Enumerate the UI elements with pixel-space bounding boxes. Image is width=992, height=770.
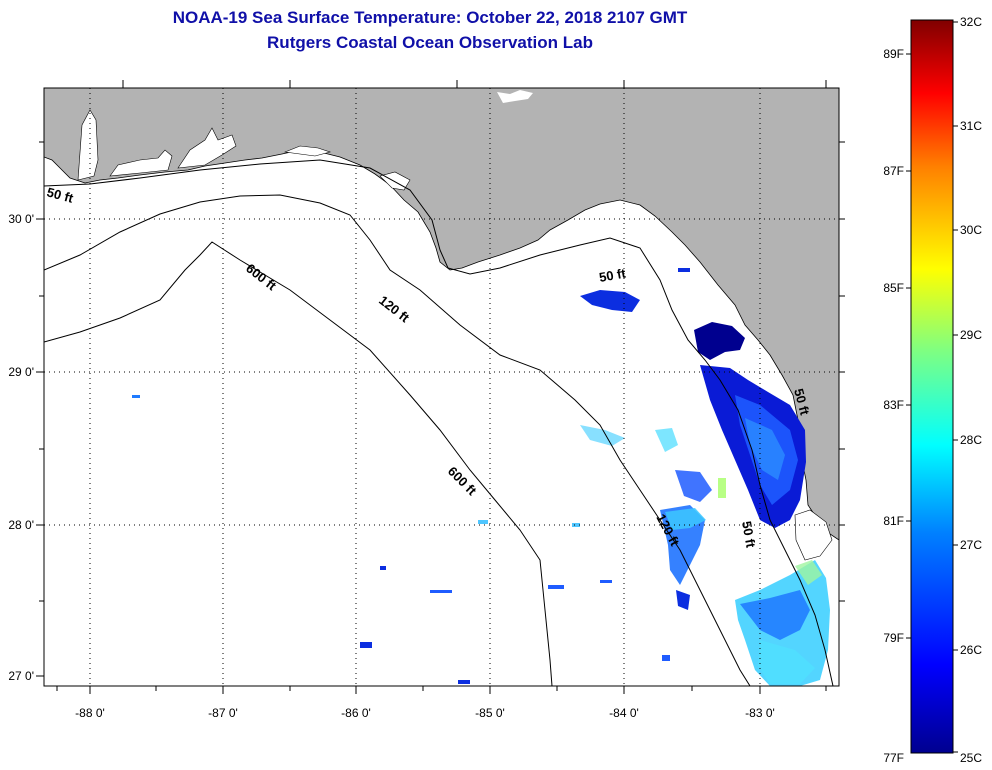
- sst-patch: [132, 395, 140, 398]
- sst-patch: [478, 520, 488, 524]
- colorbar-fahrenheit-label: 89F: [883, 47, 904, 61]
- bay: [794, 509, 833, 561]
- lon-label: -85 0': [475, 706, 505, 720]
- sst-patch: [380, 566, 386, 570]
- sst-patch: [758, 640, 815, 684]
- depth-contours: [44, 159, 834, 686]
- colorbar-fahrenheit-label: 79F: [883, 631, 904, 645]
- colorbar-fahrenheit-label: 77F: [883, 751, 904, 765]
- bay: [109, 149, 173, 177]
- temperature-colorbar: 32C 31C 30C 29C 28C 27C 26C 25C 89F 87F …: [883, 15, 982, 765]
- axis-ticks: [36, 80, 845, 694]
- bay: [177, 127, 237, 169]
- sst-patch: [572, 523, 580, 527]
- lat-label: 27 0': [8, 669, 34, 683]
- contour-label: 50 ft: [739, 520, 759, 550]
- sst-patch: [580, 425, 625, 446]
- lat-label: 28 0': [8, 518, 34, 532]
- colorbar-celsius-label: 30C: [960, 223, 982, 237]
- contour-label: 50 ft: [791, 387, 813, 417]
- colorbar-celsius-label: 29C: [960, 328, 982, 342]
- sst-patch: [694, 322, 745, 360]
- colorbar-gradient: [910, 19, 954, 754]
- colorbar-celsius-label: 28C: [960, 433, 982, 447]
- colorbar-fahrenheit-label: 83F: [883, 398, 904, 412]
- sst-patch: [665, 508, 706, 530]
- lat-label: 30 0': [8, 212, 34, 226]
- lon-label: -88 0': [75, 706, 105, 720]
- colorbar-fahrenheit-label: 87F: [883, 164, 904, 178]
- map-frame: [43, 87, 840, 687]
- contour-600ft: [44, 241, 553, 686]
- sst-patch: [745, 418, 785, 480]
- colorbar-celsius-label: 31C: [960, 119, 982, 133]
- contour-label: 50 ft: [598, 265, 628, 285]
- lake: [497, 90, 533, 103]
- contour-120ft: [44, 194, 751, 686]
- sst-patch: [662, 655, 670, 661]
- sst-patch: [600, 580, 612, 583]
- bay: [283, 145, 332, 157]
- sst-data-layer: [132, 268, 830, 686]
- lon-label: -84 0': [609, 706, 639, 720]
- lon-label: -83 0': [745, 706, 775, 720]
- colorbar-celsius-label: 26C: [960, 643, 982, 657]
- sst-patch: [795, 560, 822, 585]
- lon-label: -87 0': [208, 706, 238, 720]
- sst-patch: [675, 470, 712, 502]
- sst-patch: [678, 268, 690, 272]
- colorbar-fahrenheit-label: 81F: [883, 514, 904, 528]
- bay: [77, 109, 99, 181]
- map-subtitle: Rutgers Coastal Ocean Observation Lab: [267, 33, 593, 52]
- colorbar-fahrenheit-label: 85F: [883, 281, 904, 295]
- lat-label: 29 0': [8, 365, 34, 379]
- colorbar-celsius-label: 27C: [960, 538, 982, 552]
- sst-patch: [718, 478, 726, 498]
- sst-patch: [676, 590, 690, 610]
- contour-50ft-west: [44, 159, 834, 686]
- sst-patch: [458, 680, 470, 684]
- sst-patch: [360, 642, 372, 648]
- colorbar-celsius-label: 32C: [960, 15, 982, 29]
- colorbar-celsius-label: 25C: [960, 751, 982, 765]
- sst-patch: [548, 585, 564, 589]
- land-mass: [44, 88, 839, 541]
- sst-patch: [430, 590, 452, 593]
- sst-patch: [580, 290, 640, 312]
- contour-label: 50 ft: [45, 184, 75, 206]
- lon-label: -86 0': [341, 706, 371, 720]
- sst-patch: [655, 428, 678, 452]
- map-title: NOAA-19 Sea Surface Temperature: October…: [172, 8, 688, 27]
- sst-patch: [740, 590, 810, 640]
